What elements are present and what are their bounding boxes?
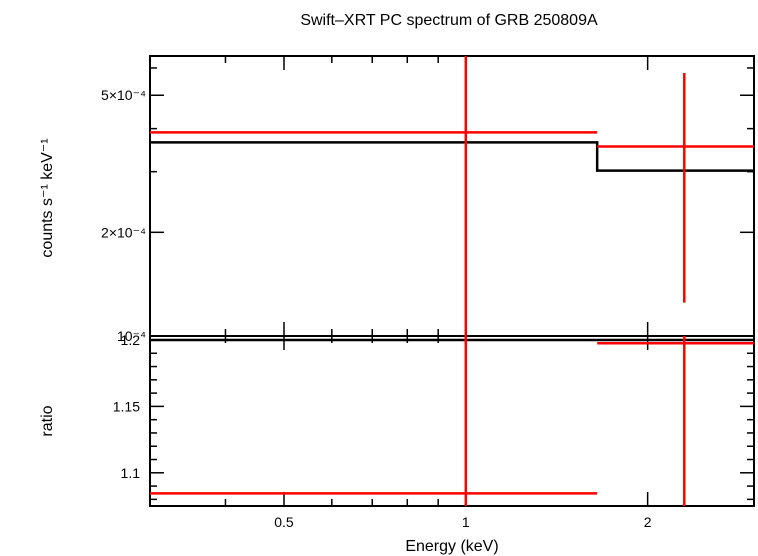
axis-ticks — [149, 56, 755, 506]
chart-title: Swift–XRT PC spectrum of GRB 250809A — [300, 12, 598, 29]
model-step-line — [150, 141, 754, 172]
ratio-y-axis-label: ratio — [39, 405, 56, 436]
x-tick-label: 0.5 — [274, 514, 294, 530]
ratio-y-tick-label: 1.2 — [121, 332, 141, 348]
spectrum-y-tick-label: 2×10⁻⁴ — [101, 224, 146, 240]
model-series — [150, 141, 754, 342]
x-tick-label: 1 — [462, 514, 470, 530]
ratio-y-tick-label: 1.1 — [121, 465, 141, 481]
spectrum-y-tick-label: 5×10⁻⁴ — [101, 87, 146, 103]
ratio-y-tick-label: 1.15 — [113, 398, 140, 414]
x-tick-label: 2 — [644, 514, 652, 530]
x-axis-label: Energy (keV) — [405, 538, 498, 555]
data-series — [150, 56, 754, 506]
tick-labels: 5×10⁻⁴ 2×10⁻⁴ 10⁻⁴1.2 1.15 1.1 0.5 1 2 — [101, 87, 652, 530]
spectrum-y-tick-label: 10⁻⁴ — [117, 328, 146, 344]
ratio-panel-frame — [149, 335, 755, 507]
spectrum-panel-frame — [149, 55, 755, 337]
spectrum-y-axis-label: counts s⁻¹ keV⁻¹ — [39, 138, 56, 257]
